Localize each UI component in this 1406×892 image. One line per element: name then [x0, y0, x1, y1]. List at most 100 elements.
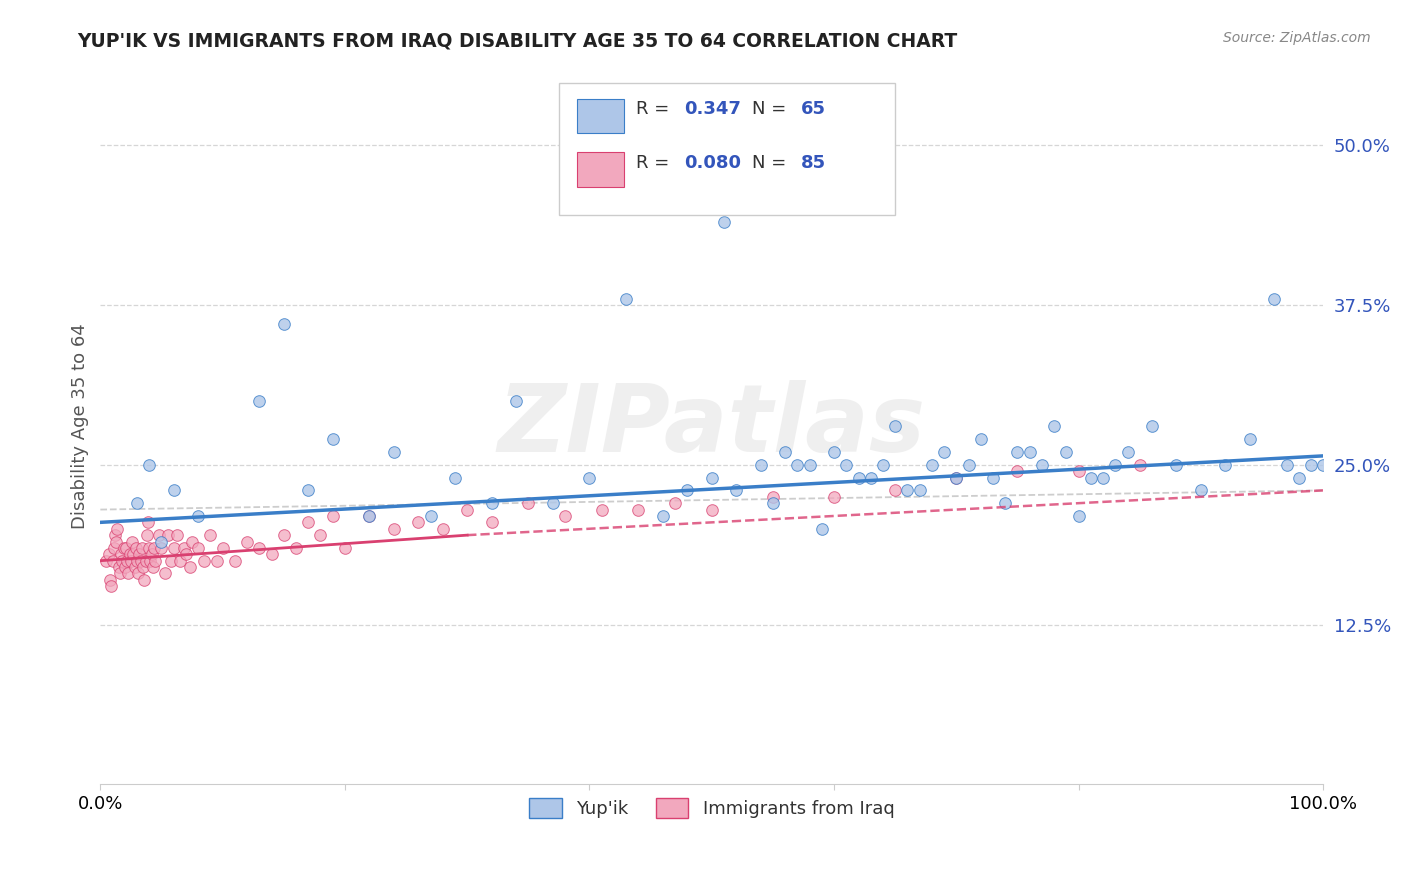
Point — [700, 502, 723, 516]
Point — [1067, 508, 1090, 523]
Point — [1031, 458, 1053, 472]
Point — [163, 541, 186, 555]
Point — [1129, 458, 1152, 472]
Point — [1215, 458, 1237, 472]
Point — [945, 470, 967, 484]
Point — [150, 541, 173, 555]
Point — [799, 458, 821, 472]
Point — [1263, 292, 1285, 306]
Point — [112, 541, 135, 555]
Point — [141, 547, 163, 561]
Point — [481, 516, 503, 530]
Text: N =: N = — [752, 154, 786, 172]
Point — [811, 522, 834, 536]
Point — [1018, 445, 1040, 459]
Point — [408, 516, 430, 530]
Point — [359, 508, 381, 523]
Point — [651, 508, 673, 523]
Text: YUP'IK VS IMMIGRANTS FROM IRAQ DISABILITY AGE 35 TO 64 CORRELATION CHART: YUP'IK VS IMMIGRANTS FROM IRAQ DISABILIT… — [77, 31, 957, 50]
Text: Source: ZipAtlas.com: Source: ZipAtlas.com — [1223, 31, 1371, 45]
Point — [444, 470, 467, 484]
Point — [166, 528, 188, 542]
Point — [333, 541, 356, 555]
Point — [1092, 470, 1115, 484]
Point — [107, 560, 129, 574]
FancyBboxPatch shape — [560, 83, 896, 215]
Point — [160, 554, 183, 568]
Point — [1140, 419, 1163, 434]
Point — [163, 483, 186, 498]
Point — [432, 522, 454, 536]
Point — [823, 445, 845, 459]
Point — [1007, 464, 1029, 478]
Point — [142, 560, 165, 574]
Text: N =: N = — [752, 100, 786, 119]
Text: ZIPatlas: ZIPatlas — [498, 381, 925, 473]
Point — [156, 528, 179, 542]
Point — [1007, 445, 1029, 459]
Point — [247, 393, 270, 408]
Point — [664, 496, 686, 510]
Point — [120, 554, 142, 568]
Point — [1189, 483, 1212, 498]
Point — [136, 516, 159, 530]
Point — [297, 516, 319, 530]
Point — [1054, 445, 1077, 459]
Point — [1067, 464, 1090, 478]
Point — [181, 534, 204, 549]
Point — [505, 393, 527, 408]
Point — [115, 541, 138, 555]
Point — [285, 541, 308, 555]
Point — [108, 566, 131, 581]
Point — [260, 547, 283, 561]
Point — [908, 483, 931, 498]
Point — [884, 419, 907, 434]
Point — [322, 508, 344, 523]
Point — [125, 541, 148, 555]
Point — [125, 496, 148, 510]
Point — [859, 470, 882, 484]
Point — [122, 547, 145, 561]
Point — [101, 554, 124, 568]
Point — [1288, 470, 1310, 484]
Point — [103, 541, 125, 555]
Point — [921, 458, 943, 472]
Point — [104, 528, 127, 542]
Point — [169, 554, 191, 568]
Point — [187, 541, 209, 555]
Text: 0.347: 0.347 — [683, 100, 741, 119]
Point — [627, 502, 650, 516]
Point — [179, 560, 201, 574]
Point — [481, 496, 503, 510]
Point — [139, 554, 162, 568]
Point — [1275, 458, 1298, 472]
Point — [135, 554, 157, 568]
Point — [96, 554, 118, 568]
Point — [117, 566, 139, 581]
Point — [148, 528, 170, 542]
Point — [205, 554, 228, 568]
Point — [591, 502, 613, 516]
Point — [309, 528, 332, 542]
Point — [97, 547, 120, 561]
Point — [129, 554, 152, 568]
Point — [1312, 458, 1334, 472]
FancyBboxPatch shape — [578, 99, 624, 133]
Point — [236, 534, 259, 549]
Point — [970, 432, 993, 446]
Point — [359, 508, 381, 523]
Point — [981, 470, 1004, 484]
Point — [1116, 445, 1139, 459]
Point — [676, 483, 699, 498]
Point — [848, 470, 870, 484]
Point — [110, 547, 132, 561]
Point — [554, 508, 576, 523]
Point — [100, 579, 122, 593]
Point — [273, 528, 295, 542]
Point — [614, 292, 637, 306]
Point — [382, 522, 405, 536]
Point — [187, 508, 209, 523]
Point — [224, 554, 246, 568]
Point — [143, 541, 166, 555]
Text: R =: R = — [636, 100, 669, 119]
